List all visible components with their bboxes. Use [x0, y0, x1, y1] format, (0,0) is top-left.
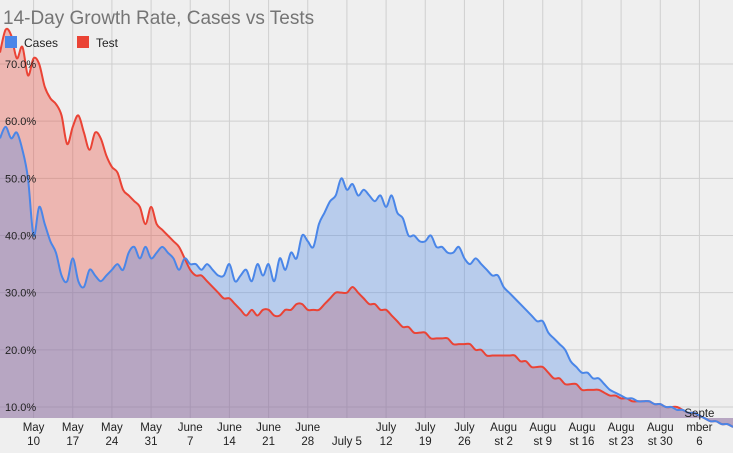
line-cases [0, 125, 733, 428]
x-tick-label: July 19 [415, 422, 436, 448]
x-tick-label: May 10 [23, 422, 45, 448]
area-cases [0, 126, 733, 428]
series-lines [0, 27, 733, 428]
legend-label-cases: Cases [24, 36, 58, 50]
y-tick-label: 50.0% [5, 173, 36, 185]
legend-item-cases: Cases [5, 36, 58, 50]
x-tick-label: July 12 [376, 422, 397, 448]
series-areas [0, 28, 733, 428]
x-tick-label: June 21 [256, 422, 281, 448]
legend-swatch-test [77, 36, 89, 48]
x-tick-label: Augu st 30 [647, 422, 674, 448]
x-tick-label: June 14 [217, 422, 242, 448]
x-tick-label: June 7 [178, 422, 203, 448]
legend: Cases Test [5, 36, 119, 50]
x-axis: May 10 May 17 May 24 May 31 June 7 June 14 June 21 Jun… [23, 408, 715, 448]
x-tick-label: Augu st 2 [490, 422, 517, 448]
y-tick-label: 60.0% [5, 116, 36, 128]
y-tick-label: 40.0% [5, 231, 36, 243]
x-tick-label: Augu st 9 [529, 422, 556, 448]
x-tick-label: May 24 [101, 422, 123, 448]
y-tick-label: 20.0% [5, 345, 36, 357]
y-tick-label: 10.0% [5, 402, 36, 414]
x-tick-label: June 28 [295, 422, 320, 448]
x-tick-label: Septe mber 6 [684, 408, 714, 448]
y-axis: 10.0% 20.0% 30.0% 40.0% 50.0% 60.0% 70.0% [5, 59, 36, 414]
x-tick-label: Augu st 16 [568, 422, 595, 448]
area-test [0, 28, 733, 428]
y-tick-label: 30.0% [5, 288, 36, 300]
legend-label-test: Test [96, 36, 119, 50]
legend-swatch-cases [5, 36, 17, 48]
legend-item-test: Test [77, 36, 119, 50]
x-tick-label: May 17 [62, 422, 84, 448]
y-tick-label: 70.0% [5, 59, 36, 71]
line-test [0, 27, 733, 428]
x-tick-label: Augu st 23 [608, 422, 635, 448]
chart-title: 14-Day Growth Rate, Cases vs Tests [3, 8, 314, 29]
x-tick-label: July 26 [454, 422, 475, 448]
x-tick-label: July 5 [332, 436, 362, 448]
gridlines [0, 0, 733, 418]
x-tick-label: May 31 [140, 422, 162, 448]
